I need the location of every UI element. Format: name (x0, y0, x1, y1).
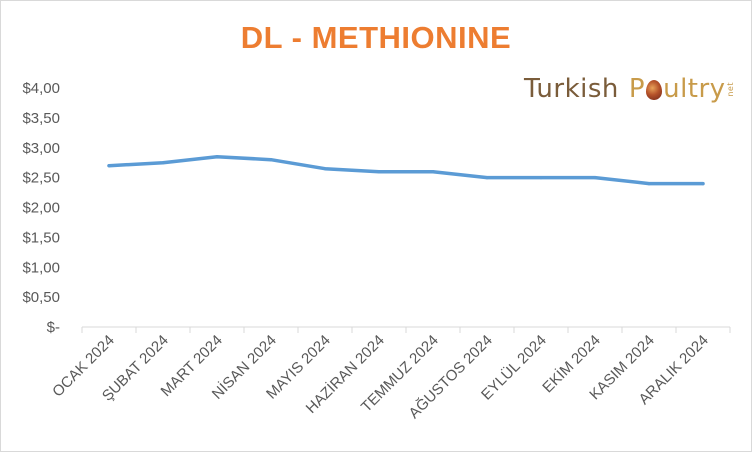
data-point (323, 167, 327, 171)
logo-letter-p: P (628, 74, 646, 104)
y-tick-label: $1,00 (22, 259, 60, 276)
data-point (539, 176, 543, 180)
data-point (269, 158, 273, 162)
data-point (107, 164, 111, 168)
y-tick-label: $- (47, 319, 60, 336)
data-point (161, 161, 165, 165)
y-tick-label: $2,50 (22, 170, 60, 187)
logo-word-turkish: Turkish (524, 74, 619, 104)
data-point (485, 176, 489, 180)
data-point (377, 170, 381, 174)
y-axis-labels: $- $0,50 $1,00 $1,50 $2,00 $2,50 $3,00 $3,50 $4,… (22, 80, 60, 336)
y-tick-label: $3,50 (22, 110, 60, 127)
egg-icon (646, 80, 663, 100)
y-tick-label: $2,00 (22, 200, 60, 217)
data-point (215, 155, 219, 159)
data-point (431, 170, 435, 174)
data-point (647, 182, 651, 186)
data-point (701, 182, 705, 186)
y-tick-label: $1,50 (22, 229, 60, 246)
y-tick-label: $4,00 (22, 80, 60, 97)
series-line (107, 154, 705, 186)
data-point (593, 176, 597, 180)
y-tick-label: $0,50 (22, 289, 60, 306)
logo-letters-ultry: ultry (663, 74, 726, 104)
series-layer (107, 154, 705, 186)
chart-title: DL - METHIONINE (240, 20, 512, 55)
y-tick-label: $3,00 (22, 140, 60, 157)
x-axis (81, 326, 731, 333)
logo-word-poultry: P ultry net (629, 74, 735, 104)
turkish-poultry-logo: Turkish P ultry net (524, 71, 735, 107)
